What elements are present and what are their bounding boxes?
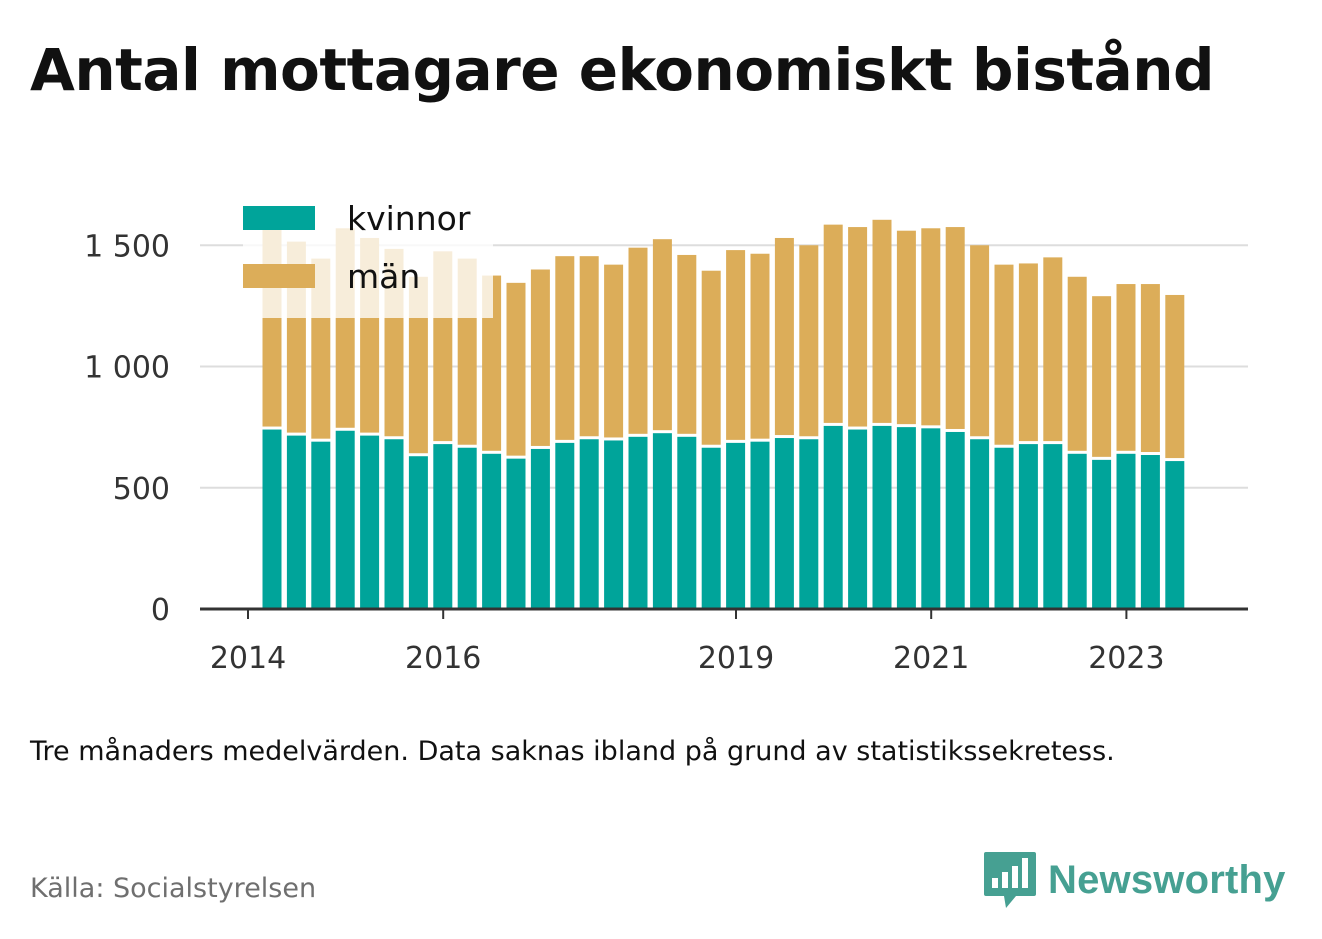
bars xyxy=(262,219,1185,609)
bar-man xyxy=(1018,263,1038,442)
newsworthy-logo-icon xyxy=(984,852,1036,908)
bar-man xyxy=(1165,294,1185,459)
bar-kvinnor xyxy=(750,441,770,609)
bar-kvinnor xyxy=(457,447,477,609)
bar-man xyxy=(506,282,526,456)
bar-kvinnor xyxy=(677,436,697,609)
bar-kvinnor xyxy=(1165,461,1185,609)
bar-kvinnor xyxy=(994,447,1014,609)
bar-man xyxy=(530,269,550,446)
bar-man xyxy=(823,224,843,423)
bar-man xyxy=(1043,257,1063,442)
x-axis: 2014 2016 2019 2021 2023 xyxy=(200,607,1248,676)
bar-kvinnor xyxy=(384,439,404,609)
bar-man xyxy=(921,228,941,426)
legend-swatch xyxy=(243,206,315,230)
bar-man xyxy=(774,237,794,436)
bar-kvinnor xyxy=(970,439,990,609)
bar-man xyxy=(408,276,428,454)
bar-kvinnor xyxy=(628,436,648,609)
bar-kvinnor xyxy=(823,425,843,609)
chart-note: Tre månaders medelvärden. Data saknas ib… xyxy=(30,736,1115,767)
bar-man xyxy=(848,227,868,427)
bar-kvinnor xyxy=(482,453,502,609)
bar-man xyxy=(604,264,624,438)
bar-man xyxy=(1067,276,1087,451)
bar-man xyxy=(482,275,502,451)
bar-kvinnor xyxy=(652,433,672,609)
bar-man xyxy=(701,270,721,445)
bar-man xyxy=(945,227,965,429)
bar-man xyxy=(799,245,819,437)
bar-kvinnor xyxy=(433,444,453,609)
y-axis: 0 500 1 000 1 500 xyxy=(84,229,170,628)
bar-kvinnor xyxy=(945,431,965,609)
bar-kvinnor xyxy=(1116,453,1136,609)
bar-kvinnor xyxy=(774,438,794,609)
bar-man xyxy=(677,254,697,434)
y-tick-label: 1 000 xyxy=(84,351,170,386)
x-tick-label: 2023 xyxy=(1088,641,1164,676)
x-tick-label: 2016 xyxy=(405,641,481,676)
source-text: Källa: Socialstyrelsen xyxy=(30,873,317,904)
bar-kvinnor xyxy=(701,447,721,609)
bar-kvinnor xyxy=(555,442,575,609)
bar-kvinnor xyxy=(896,427,916,609)
bar-kvinnor xyxy=(1043,444,1063,609)
legend-label: kvinnor xyxy=(347,199,471,238)
bar-kvinnor xyxy=(1067,453,1087,609)
y-tick-label: 1 500 xyxy=(84,229,170,264)
y-tick-label: 0 xyxy=(151,593,170,628)
bar-man xyxy=(970,245,990,437)
bar-kvinnor xyxy=(335,430,355,609)
bar-kvinnor xyxy=(506,458,526,609)
bar-man xyxy=(750,253,770,439)
bar-kvinnor xyxy=(726,442,746,609)
chart-title: Antal mottagare ekonomiskt bistånd xyxy=(30,36,1215,104)
bar-kvinnor xyxy=(262,429,282,609)
bar-man xyxy=(994,264,1014,445)
bar-kvinnor xyxy=(1140,455,1160,609)
bar-kvinnor xyxy=(286,435,306,609)
bar-kvinnor xyxy=(360,435,380,609)
legend-swatch xyxy=(243,264,315,288)
bar-man xyxy=(579,256,599,437)
bar-kvinnor xyxy=(530,448,550,609)
bar-man xyxy=(1140,284,1160,453)
bar-kvinnor xyxy=(872,425,892,609)
x-tick-label: 2019 xyxy=(698,641,774,676)
bar-kvinnor xyxy=(1092,459,1112,609)
bar-man xyxy=(726,250,746,440)
bar-man xyxy=(628,247,648,434)
y-tick-label: 500 xyxy=(113,472,170,507)
legend: kvinnor män xyxy=(243,199,493,318)
logo-text: Newsworthy xyxy=(1048,857,1286,902)
newsworthy-logo[interactable]: Newsworthy xyxy=(982,850,1286,910)
bar-man xyxy=(1116,284,1136,451)
bar-kvinnor xyxy=(408,456,428,609)
bar-man xyxy=(652,239,672,431)
bar-kvinnor xyxy=(921,428,941,609)
bar-kvinnor xyxy=(848,429,868,609)
bar-kvinnor xyxy=(604,440,624,609)
bar-kvinnor xyxy=(579,439,599,609)
x-tick-label: 2014 xyxy=(210,641,286,676)
bar-kvinnor xyxy=(1018,444,1038,609)
legend-label: män xyxy=(347,257,420,296)
bar-man xyxy=(872,219,892,423)
bar-kvinnor xyxy=(311,441,331,609)
bar-man xyxy=(1092,296,1112,457)
bar-man xyxy=(555,256,575,440)
bar-kvinnor xyxy=(799,439,819,609)
x-tick-label: 2021 xyxy=(893,641,969,676)
bar-man xyxy=(896,230,916,425)
